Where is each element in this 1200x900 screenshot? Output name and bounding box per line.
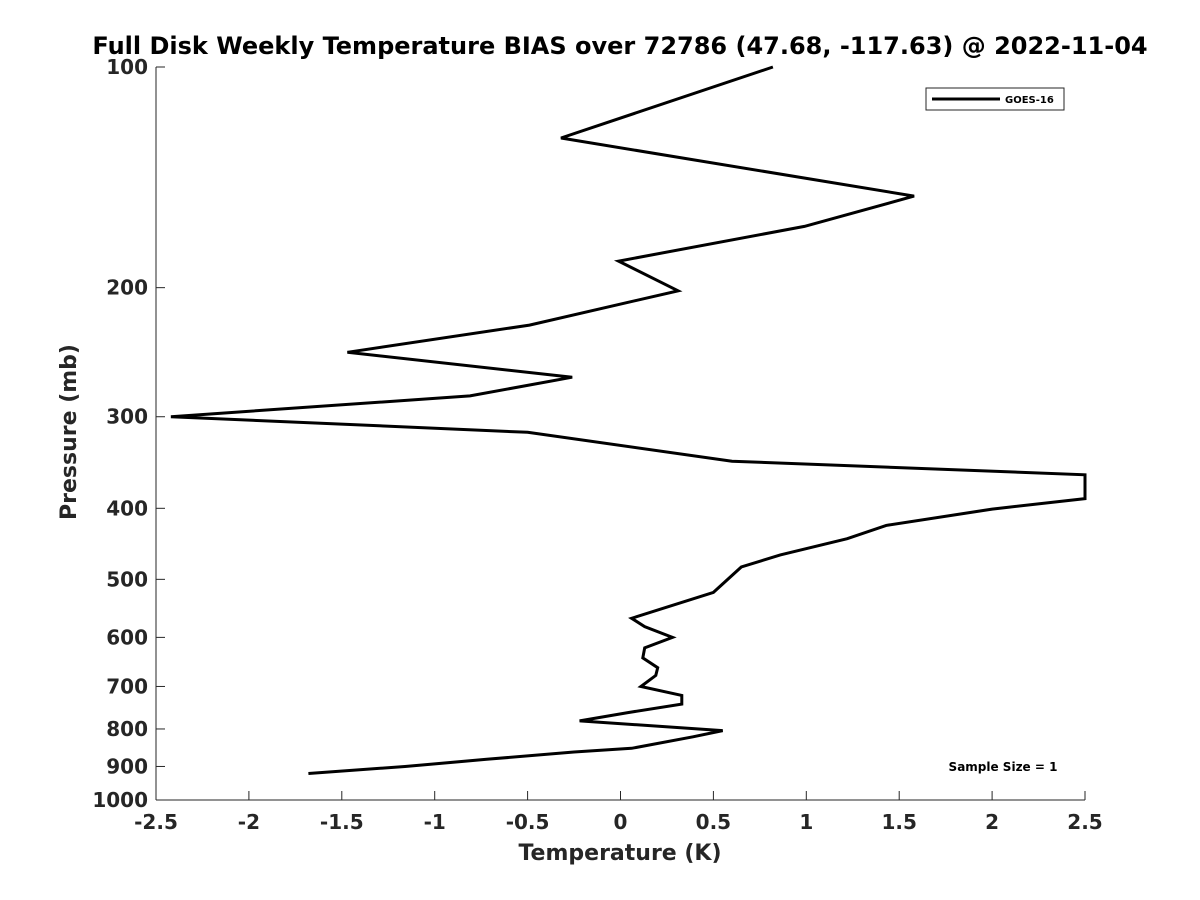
y-tick-label: 900 [106, 754, 148, 778]
x-tick-label: -1.5 [320, 810, 364, 834]
y-tick-label: 200 [106, 276, 148, 300]
series-line-goes-16 [170, 65, 1087, 775]
x-axis-label: Temperature (K) [518, 841, 721, 866]
x-tick-label: -2.5 [134, 810, 178, 834]
y-tick-label: 100 [106, 55, 148, 79]
x-tick-label: -0.5 [506, 810, 550, 834]
plot-axes: -2.5 -2 -1.5 -1 -0.5 0 0.5 1 1.5 2 2.5 100 200 300 400… [92, 55, 1102, 834]
y-tick-label: 1000 [92, 788, 148, 812]
y-axis-label: Pressure (mb) [57, 344, 82, 520]
chart-title: Full Disk Weekly Temperature BIAS over 7… [92, 32, 1147, 60]
x-tick-label: 0 [614, 810, 628, 834]
data-series [170, 65, 1087, 775]
y-tick-label: 400 [106, 496, 148, 520]
y-tick-label: 300 [106, 405, 148, 429]
x-tick-label: 0.5 [696, 810, 731, 834]
x-tick-label: 2 [985, 810, 999, 834]
legend: GOES-16 [925, 87, 1065, 111]
legend-label-goes-16: GOES-16 [1005, 95, 1054, 106]
y-tick-label: 500 [106, 567, 148, 591]
x-tick-label: -2 [238, 810, 260, 834]
sample-size-annotation: Sample Size = 1 [949, 760, 1058, 774]
x-tick-label: 2.5 [1067, 810, 1102, 834]
y-tick-label: 800 [106, 717, 148, 741]
x-tick-label: 1 [799, 810, 813, 834]
y-tick-label: 700 [106, 674, 148, 698]
y-tick-label: 600 [106, 625, 148, 649]
x-tick-label: -1 [424, 810, 446, 834]
x-tick-label: 1.5 [881, 810, 916, 834]
